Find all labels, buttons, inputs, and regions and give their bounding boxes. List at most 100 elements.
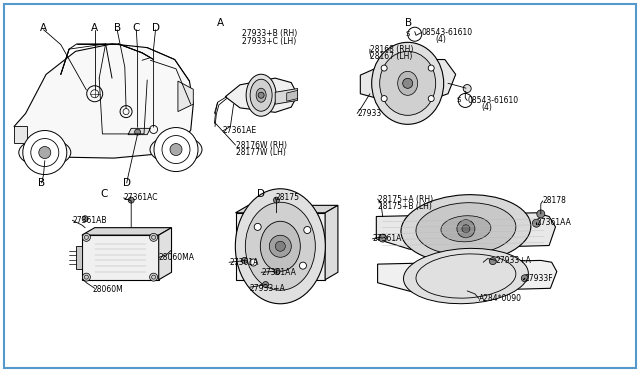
- Circle shape: [170, 144, 182, 155]
- Text: 27361A: 27361A: [229, 258, 259, 267]
- Text: S: S: [456, 97, 460, 103]
- Text: 28175+B (LH): 28175+B (LH): [378, 202, 431, 211]
- Ellipse shape: [397, 71, 418, 95]
- Circle shape: [254, 224, 261, 230]
- Circle shape: [39, 147, 51, 158]
- Circle shape: [258, 92, 264, 98]
- Text: 28168 (RH): 28168 (RH): [370, 45, 413, 54]
- Circle shape: [23, 131, 67, 174]
- Polygon shape: [225, 78, 298, 112]
- Polygon shape: [128, 128, 150, 135]
- Circle shape: [463, 84, 471, 93]
- Circle shape: [83, 273, 90, 281]
- Ellipse shape: [19, 138, 71, 167]
- Polygon shape: [14, 44, 193, 158]
- Circle shape: [428, 65, 434, 71]
- Text: 28178: 28178: [543, 196, 566, 205]
- Circle shape: [150, 273, 157, 281]
- Text: 28177W (LH): 28177W (LH): [236, 148, 285, 157]
- Text: 28175+A (RH): 28175+A (RH): [378, 195, 433, 203]
- Text: 27933: 27933: [357, 109, 381, 118]
- Polygon shape: [287, 90, 298, 101]
- Text: C: C: [132, 23, 140, 33]
- Text: 28060MA: 28060MA: [159, 253, 195, 262]
- Text: 28175: 28175: [275, 193, 300, 202]
- Circle shape: [379, 234, 387, 242]
- Text: 08543-61610: 08543-61610: [467, 96, 518, 105]
- Circle shape: [381, 96, 387, 102]
- Polygon shape: [76, 246, 82, 269]
- Polygon shape: [236, 213, 325, 280]
- Circle shape: [250, 259, 257, 266]
- Text: 28176W (RH): 28176W (RH): [236, 141, 287, 150]
- Circle shape: [275, 241, 285, 251]
- Text: 27933+A: 27933+A: [496, 256, 532, 265]
- Circle shape: [150, 233, 157, 241]
- Polygon shape: [82, 228, 172, 235]
- Ellipse shape: [260, 221, 300, 271]
- Text: 27933F: 27933F: [525, 274, 554, 283]
- Polygon shape: [159, 228, 172, 280]
- Text: B: B: [404, 18, 412, 28]
- Circle shape: [82, 216, 88, 222]
- Circle shape: [134, 129, 141, 135]
- Circle shape: [522, 275, 528, 282]
- Ellipse shape: [250, 79, 272, 111]
- Text: 27361AB: 27361AB: [72, 216, 107, 225]
- Text: 27361A: 27361A: [372, 234, 402, 243]
- Ellipse shape: [380, 51, 436, 115]
- Text: 27361AC: 27361AC: [124, 193, 158, 202]
- Polygon shape: [325, 205, 338, 280]
- Text: 27361AA: 27361AA: [536, 218, 571, 227]
- Text: 27933+A: 27933+A: [250, 284, 285, 293]
- Text: 08543-61610: 08543-61610: [421, 28, 472, 37]
- Ellipse shape: [246, 74, 276, 116]
- Ellipse shape: [441, 216, 491, 242]
- Circle shape: [154, 128, 198, 171]
- Polygon shape: [178, 81, 193, 112]
- Ellipse shape: [236, 189, 325, 304]
- Ellipse shape: [372, 42, 444, 124]
- Text: 28060M: 28060M: [93, 285, 124, 294]
- Polygon shape: [360, 60, 456, 107]
- Circle shape: [462, 225, 470, 233]
- Text: 27933+B (RH): 27933+B (RH): [242, 29, 297, 38]
- Polygon shape: [378, 260, 557, 292]
- Circle shape: [537, 210, 545, 218]
- Circle shape: [274, 269, 280, 275]
- Circle shape: [241, 257, 248, 263]
- Polygon shape: [275, 89, 298, 104]
- Text: 27933+C (LH): 27933+C (LH): [242, 37, 296, 46]
- Text: A: A: [217, 18, 225, 28]
- Circle shape: [128, 197, 134, 203]
- Polygon shape: [376, 213, 556, 249]
- Ellipse shape: [401, 195, 531, 263]
- Polygon shape: [236, 205, 338, 213]
- Circle shape: [273, 197, 280, 203]
- Ellipse shape: [403, 248, 529, 304]
- Circle shape: [269, 235, 291, 257]
- Circle shape: [532, 219, 540, 227]
- Text: A284*0090: A284*0090: [479, 294, 522, 303]
- Text: 27361AE: 27361AE: [223, 126, 257, 135]
- Text: (4): (4): [481, 103, 492, 112]
- Circle shape: [381, 65, 387, 71]
- Text: D: D: [123, 178, 131, 188]
- Circle shape: [403, 78, 413, 88]
- Circle shape: [490, 258, 496, 264]
- Ellipse shape: [416, 203, 516, 255]
- Circle shape: [304, 227, 311, 234]
- Text: 28167 (LH): 28167 (LH): [370, 52, 412, 61]
- Ellipse shape: [245, 202, 316, 290]
- Text: B: B: [38, 178, 45, 188]
- Circle shape: [262, 282, 269, 288]
- Text: 27361AA: 27361AA: [261, 268, 296, 277]
- Text: (4): (4): [435, 35, 446, 44]
- Text: B: B: [113, 23, 121, 33]
- Text: A: A: [40, 23, 47, 33]
- Ellipse shape: [150, 135, 202, 164]
- Ellipse shape: [256, 88, 266, 102]
- Circle shape: [428, 96, 434, 102]
- Text: A: A: [91, 23, 99, 33]
- Polygon shape: [14, 126, 27, 143]
